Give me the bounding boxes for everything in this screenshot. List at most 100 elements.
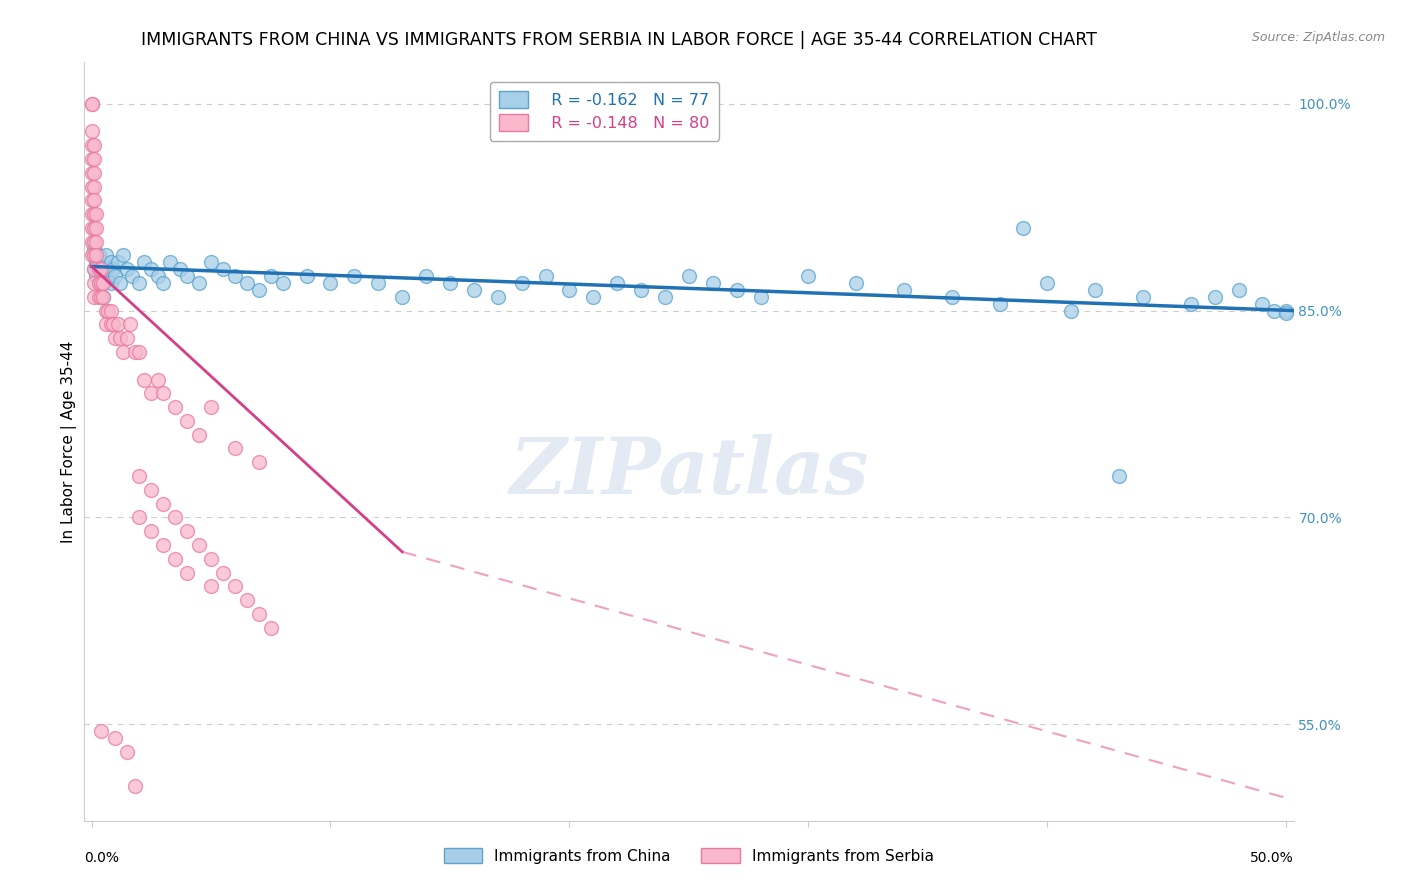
Point: [84, 269, 107, 284]
Point: [893, 283, 915, 297]
Legend: Immigrants from China, Immigrants from Serbia: Immigrants from China, Immigrants from S…: [437, 842, 941, 870]
Point: [582, 290, 605, 304]
Point: [93, 276, 115, 290]
Point: [141, 524, 163, 538]
Point: [100, 303, 122, 318]
Point: [84, 248, 107, 262]
Point: [83, 220, 105, 235]
Point: [100, 255, 122, 269]
Point: [725, 283, 748, 297]
Point: [415, 269, 437, 284]
Point: [1084, 283, 1107, 297]
Point: [200, 579, 222, 593]
Point: [80, 207, 103, 221]
Point: [200, 400, 222, 414]
Point: [121, 269, 143, 284]
Point: [845, 276, 868, 290]
Point: [224, 269, 246, 284]
Point: [83, 138, 105, 153]
Point: [83, 290, 105, 304]
Point: [83, 152, 105, 166]
Point: [83, 207, 105, 221]
Point: [117, 331, 139, 345]
Point: [128, 345, 150, 359]
Point: [84, 235, 107, 249]
Point: [141, 262, 163, 277]
Text: IMMIGRANTS FROM CHINA VS IMMIGRANTS FROM SERBIA IN LABOR FORCE | AGE 35-44 CORRE: IMMIGRANTS FROM CHINA VS IMMIGRANTS FROM…: [141, 31, 1097, 49]
Point: [83, 194, 105, 208]
Point: [80, 248, 103, 262]
Point: [108, 276, 131, 290]
Point: [141, 386, 163, 401]
Point: [176, 566, 198, 580]
Point: [630, 283, 652, 297]
Point: [165, 551, 187, 566]
Point: [80, 152, 103, 166]
Point: [100, 318, 122, 332]
Point: [100, 276, 122, 290]
Point: [83, 179, 105, 194]
Point: [90, 724, 112, 739]
Point: [97, 303, 120, 318]
Point: [101, 318, 124, 332]
Point: [104, 269, 127, 284]
Point: [83, 276, 105, 290]
Point: [93, 255, 115, 269]
Point: [87, 262, 110, 277]
Point: [169, 262, 191, 277]
Point: [152, 497, 174, 511]
Point: [606, 276, 628, 290]
Point: [1251, 296, 1274, 310]
Point: [117, 745, 139, 759]
Point: [83, 235, 105, 249]
Point: [1132, 290, 1154, 304]
Point: [295, 269, 318, 284]
Point: [1275, 306, 1298, 320]
Point: [111, 248, 134, 262]
Point: [84, 220, 107, 235]
Point: [1108, 469, 1130, 483]
Point: [1263, 303, 1285, 318]
Point: [212, 262, 235, 277]
Point: [1012, 220, 1035, 235]
Point: [236, 276, 259, 290]
Point: [988, 296, 1011, 310]
Point: [124, 345, 146, 359]
Point: [84, 207, 107, 221]
Point: [107, 255, 129, 269]
Point: [87, 276, 110, 290]
Point: [80, 138, 103, 153]
Point: [749, 290, 772, 304]
Point: [224, 442, 246, 456]
Point: [152, 276, 174, 290]
Point: [83, 166, 105, 180]
Point: [90, 269, 112, 284]
Point: [132, 372, 155, 386]
Point: [83, 262, 105, 277]
Point: [319, 276, 342, 290]
Point: [463, 283, 485, 297]
Point: [107, 318, 129, 332]
Point: [104, 331, 127, 345]
Point: [678, 269, 700, 284]
Point: [1180, 296, 1202, 310]
Point: [80, 220, 103, 235]
Point: [486, 290, 509, 304]
Point: [247, 607, 270, 621]
Point: [94, 248, 117, 262]
Point: [188, 538, 211, 552]
Point: [224, 579, 246, 593]
Point: [343, 269, 366, 284]
Point: [558, 283, 581, 297]
Point: [87, 248, 110, 262]
Point: [90, 290, 112, 304]
Point: [510, 276, 533, 290]
Point: [94, 318, 117, 332]
Point: [200, 551, 222, 566]
Point: [97, 262, 120, 277]
Point: [90, 276, 112, 290]
Point: [236, 593, 259, 607]
Point: [80, 235, 103, 249]
Point: [87, 290, 110, 304]
Point: [1036, 276, 1059, 290]
